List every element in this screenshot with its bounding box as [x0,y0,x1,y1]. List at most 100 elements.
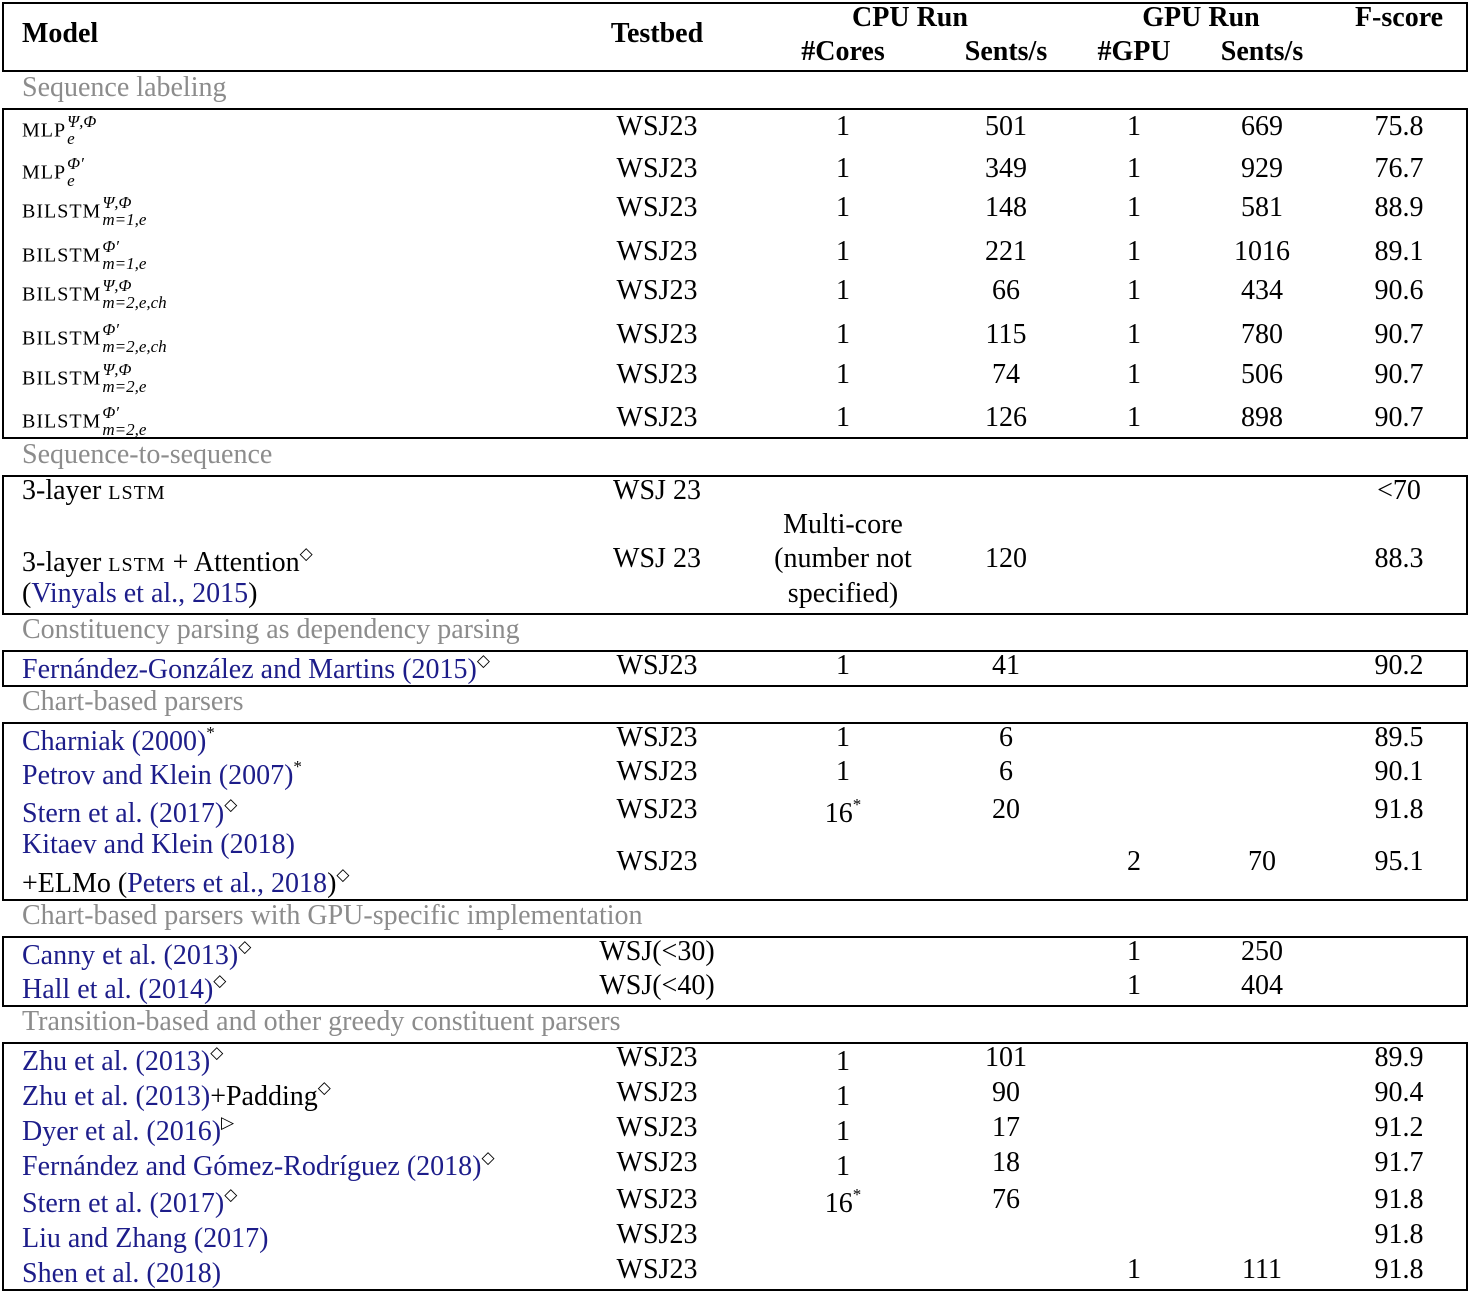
seq-label-row-fscore: 75.8 [1374,111,1424,142]
transition-row-cpu-sents: 90 [992,1077,1020,1108]
seq-label-row-gpu-sents: 929 [1241,153,1283,184]
header-gpu: #GPU [1097,36,1171,67]
seq-label-row-fscore: 90.7 [1374,359,1424,390]
seq-label-row-gpu-sents: 1016 [1234,236,1290,267]
const-dep-row-testbed: WSJ23 [616,650,698,681]
seq2seq-row2-testbed: WSJ 23 [613,543,701,574]
transition-row-testbed: WSJ23 [616,1219,698,1250]
const-dep-row-cores: 1 [836,650,850,681]
transition-row-gpu: 1 [1127,1254,1141,1285]
transition-row-fscore: 90.4 [1374,1077,1424,1108]
seq-label-row-testbed: WSJ23 [616,236,698,267]
chart-row1-fscore: 89.5 [1374,722,1424,753]
chart-row3-testbed: WSJ23 [616,794,698,825]
transition-row-testbed: WSJ23 [616,1042,698,1073]
header-cpu-run: CPU Run [852,2,968,33]
section-transition-based: Transition-based and other greedy consti… [22,1006,621,1037]
seq2seq-row1-model: 3-layer LSTM [22,475,166,506]
seq-label-row-testbed: WSJ23 [616,192,698,223]
chart-based-box [2,722,1468,901]
transition-row-model: Zhu et al. (2013)◇ [22,1043,224,1077]
transition-row-model: Liu and Zhang (2017) [22,1223,269,1254]
transition-row-model: Fernández and Gómez-Rodríguez (2018)◇ [22,1148,495,1182]
seq-label-row-model: MLP Ψ,Φ e [22,112,97,148]
const-dep-row-fscore: 90.2 [1374,650,1424,681]
transition-row-model: Shen et al. (2018) [22,1258,222,1289]
transition-row-testbed: WSJ23 [616,1184,698,1215]
transition-row-testbed: WSJ23 [616,1077,698,1108]
chart-row1-testbed: WSJ23 [616,722,698,753]
chart-gpu-row2-model: Hall et al. (2014)◇ [22,971,227,1005]
seq-label-row-gpu-sents: 669 [1241,111,1283,142]
chart-row2-model: Petrov and Klein (2007)* [22,757,302,791]
chart-gpu-row1-gpu-sents: 250 [1241,936,1283,967]
seq-label-row-model: BILSTM Φ′ m=2,e [22,403,147,439]
sequence-labeling-box [2,108,1468,439]
seq-label-row-cpu-sents: 349 [985,153,1027,184]
header-cpu-sents: Sents/s [964,36,1048,67]
transition-row-model: Zhu et al. (2013)+Padding◇ [22,1078,331,1112]
transition-row-model: Stern et al. (2017)◇ [22,1185,238,1219]
seq2seq-row2-model: 3-layer LSTM + Attention◇ [22,544,313,578]
seq-label-row-gpu: 1 [1127,275,1141,306]
transition-based-box [2,1042,1468,1291]
seq-label-row-testbed: WSJ23 [616,402,698,433]
transition-row-fscore: 89.9 [1374,1042,1424,1073]
seq-label-row-testbed: WSJ23 [616,319,698,350]
transition-row-fscore: 91.7 [1374,1147,1424,1178]
seq2seq-row2-cores-line3: specified) [787,578,899,609]
header-gpu-sents: Sents/s [1220,36,1304,67]
seq-label-row-cpu-sents: 115 [985,319,1027,350]
seq2seq-box [2,475,1468,615]
chart-row4-gpu: 2 [1127,846,1141,877]
chart-row1-model: Charniak (2000)* [22,723,215,757]
seq-label-row-gpu: 1 [1127,192,1141,223]
seq-label-row-cpu-sents: 501 [985,111,1027,142]
seq-label-row-cpu-sents: 148 [985,192,1027,223]
seq-label-row-cores: 1 [836,319,850,350]
transition-row-fscore: 91.8 [1374,1184,1424,1215]
chart-row2-fscore: 90.1 [1374,756,1424,787]
header-gpu-run: GPU Run [1142,2,1260,33]
transition-row-model: Dyer et al. (2016)▷ [22,1113,235,1147]
chart-row2-testbed: WSJ23 [616,756,698,787]
transition-row-cores: 1 [836,1116,850,1147]
seq-label-row-testbed: WSJ23 [616,275,698,306]
section-constituency-dependency: Constituency parsing as dependency parsi… [22,614,520,645]
seq2seq-row2-fscore: 88.3 [1374,543,1424,574]
section-chart-based: Chart-based parsers [22,686,244,717]
chart-row4-fscore: 95.1 [1374,846,1424,877]
chart-gpu-row1-testbed: WSJ(<30) [599,936,715,967]
seq-label-row-cpu-sents: 126 [985,402,1027,433]
transition-row-cpu-sents: 18 [992,1147,1020,1178]
seq-label-row-model: BILSTM Ψ,Φ m=2,e,ch [22,276,167,312]
chart-row3-cores: 16* [824,795,862,829]
seq-label-row-testbed: WSJ23 [616,153,698,184]
seq-label-row-fscore: 76.7 [1374,153,1424,184]
seq-label-row-model: BILSTM Φ′ m=2,e,ch [22,320,167,356]
seq-label-row-gpu: 1 [1127,402,1141,433]
seq-label-row-model: BILSTM Ψ,Φ m=1,e [22,193,147,229]
seq-label-row-model: MLP Φ′ e [22,154,84,190]
seq-label-row-gpu-sents: 506 [1241,359,1283,390]
seq-label-row-cores: 1 [836,275,850,306]
seq2seq-row2-citation: (Vinyals et al., 2015) [22,578,258,609]
chart-row2-cpu-sents: 6 [999,756,1013,787]
transition-row-cores: 16* [824,1185,862,1219]
chart-row3-cpu-sents: 20 [992,794,1020,825]
seq2seq-row2-cpu-sents: 120 [985,543,1027,574]
seq2seq-row2-cores-line1: Multi-core [783,509,903,540]
chart-gpu-box [2,936,1468,1007]
seq2seq-row1-testbed: WSJ 23 [613,475,701,506]
seq-label-row-gpu-sents: 581 [1241,192,1283,223]
seq-label-row-gpu-sents: 780 [1241,319,1283,350]
seq-label-row-cpu-sents: 66 [992,275,1020,306]
seq-label-row-cores: 1 [836,153,850,184]
chart-row4-gpu-sents: 70 [1248,846,1276,877]
chart-gpu-row2-gpu: 1 [1127,970,1141,1001]
transition-row-testbed: WSJ23 [616,1147,698,1178]
seq-label-row-cpu-sents: 221 [985,236,1027,267]
header-fscore: F-score [1354,2,1444,33]
seq-label-row-cpu-sents: 74 [992,359,1020,390]
